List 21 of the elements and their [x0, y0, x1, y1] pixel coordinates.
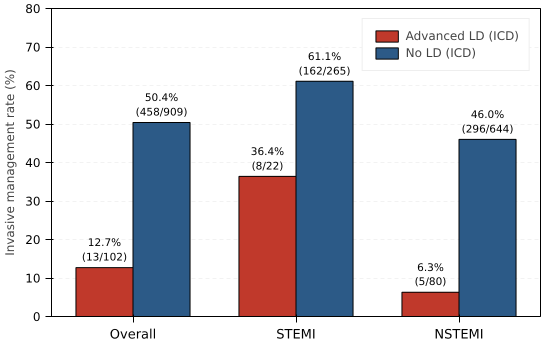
- legend-label: No LD (ICD): [406, 46, 476, 60]
- data-label: 6.3% (5/80): [414, 262, 446, 288]
- data-label: 50.4% (458/909): [136, 92, 188, 118]
- y-tick-label: 20: [25, 233, 41, 247]
- x-tick-label: NSTEMI: [434, 328, 484, 342]
- y-tick-label: 60: [25, 79, 41, 93]
- y-tick-label: 10: [25, 272, 41, 286]
- legend-label: Advanced LD (ICD): [406, 29, 519, 43]
- y-tick-label: 0: [32, 310, 41, 324]
- data-label: 61.1% (162/265): [298, 50, 350, 78]
- y-tick-label: 80: [25, 2, 41, 16]
- y-tick-label: 70: [25, 40, 41, 54]
- y-tick-label: 40: [25, 156, 41, 170]
- y-axis-title: Invasive management rate (%): [3, 69, 18, 256]
- data-label: 12.7% (13/102): [82, 237, 128, 264]
- data-label: 46.0% (296/644): [462, 109, 514, 136]
- data-label: 36.4% (8/22): [250, 146, 284, 172]
- y-tick-label: 50: [25, 118, 41, 132]
- x-tick-label: Overall: [110, 328, 156, 342]
- y-tick-label: 30: [25, 194, 41, 208]
- x-tick-label: STEMI: [276, 328, 316, 342]
